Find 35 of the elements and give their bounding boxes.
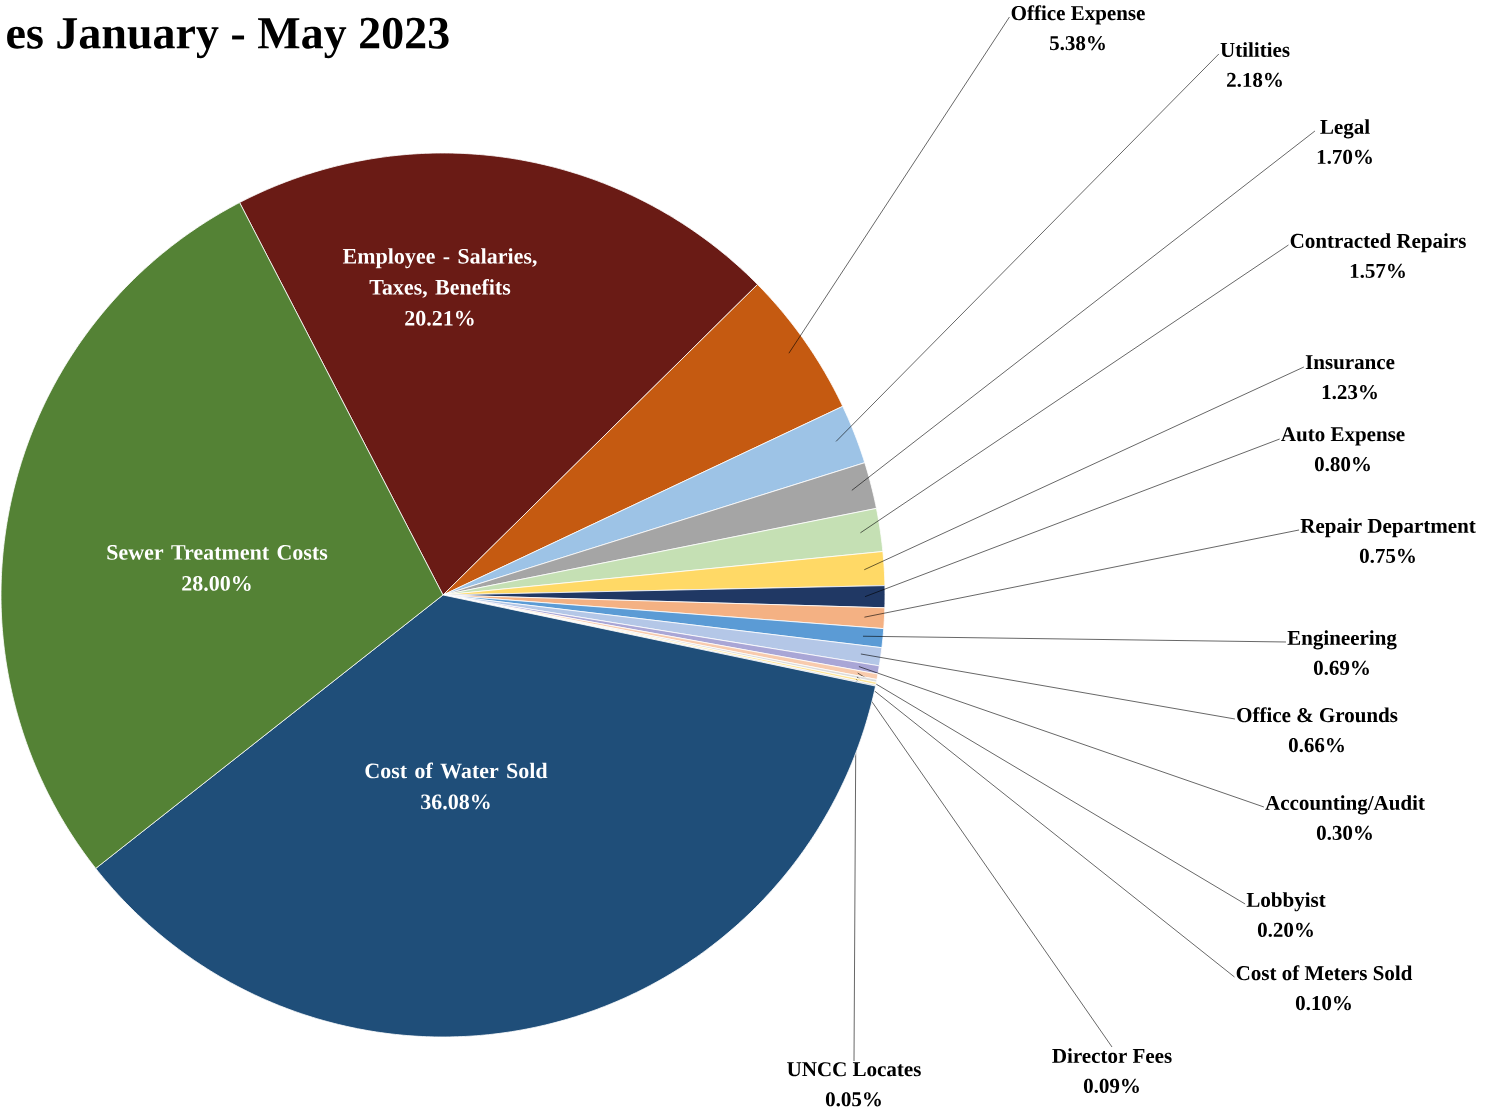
chart-title: es January - May 2023: [7, 17, 449, 59]
data-label: 0.69%: [1313, 660, 1369, 676]
slice-label: Accounting/Audit: [1265, 795, 1425, 815]
data-label: 0.30%: [1316, 825, 1372, 841]
slice-label: UNCC Locates: [787, 1062, 921, 1077]
data-label: 20.21%: [405, 310, 474, 326]
data-label: 1.70%: [1317, 149, 1372, 165]
data-label: 1.23%: [1322, 384, 1377, 400]
data-label: 0.75%: [1359, 548, 1415, 564]
slice-label: Cost of Water Sold: [365, 762, 548, 779]
slice-label: Contracted Repairs: [1290, 233, 1466, 253]
data-label: 1.57%: [1350, 263, 1405, 279]
slice-label: Lobbyist: [1246, 892, 1326, 912]
slice-label: Repair Department: [1300, 518, 1476, 538]
slice-label: Office & Grounds: [1237, 707, 1398, 723]
data-label: 0.20%: [1257, 922, 1313, 938]
data-label: 28.00%: [182, 575, 251, 591]
slice-label: Utilities: [1220, 42, 1290, 57]
data-label: 0.09%: [1083, 1078, 1139, 1094]
slice-label: Legal: [1320, 119, 1370, 139]
data-label: 36.08%: [421, 794, 490, 810]
data-label: 0.05%: [825, 1092, 881, 1107]
data-label: 0.80%: [1314, 457, 1370, 472]
data-label: 2.18%: [1227, 72, 1282, 88]
slice-label: Sewer Treatment Costs: [107, 545, 328, 560]
data-label: 5.38%: [1049, 36, 1105, 51]
slice-label: Employee - Salaries, Taxes, Benefits: [342, 248, 537, 298]
data-label: 0.10%: [1295, 996, 1351, 1011]
slice-label: Auto Expense: [1281, 427, 1405, 446]
slice-label: Insurance: [1305, 355, 1395, 370]
slice-label: Engineering: [1287, 630, 1397, 650]
slice-label: Director Fees: [1052, 1048, 1172, 1063]
slice-label: Cost of Meters Sold: [1236, 965, 1413, 981]
data-label: 0.66%: [1288, 738, 1344, 753]
slice-label: Office Expense: [1011, 5, 1145, 25]
